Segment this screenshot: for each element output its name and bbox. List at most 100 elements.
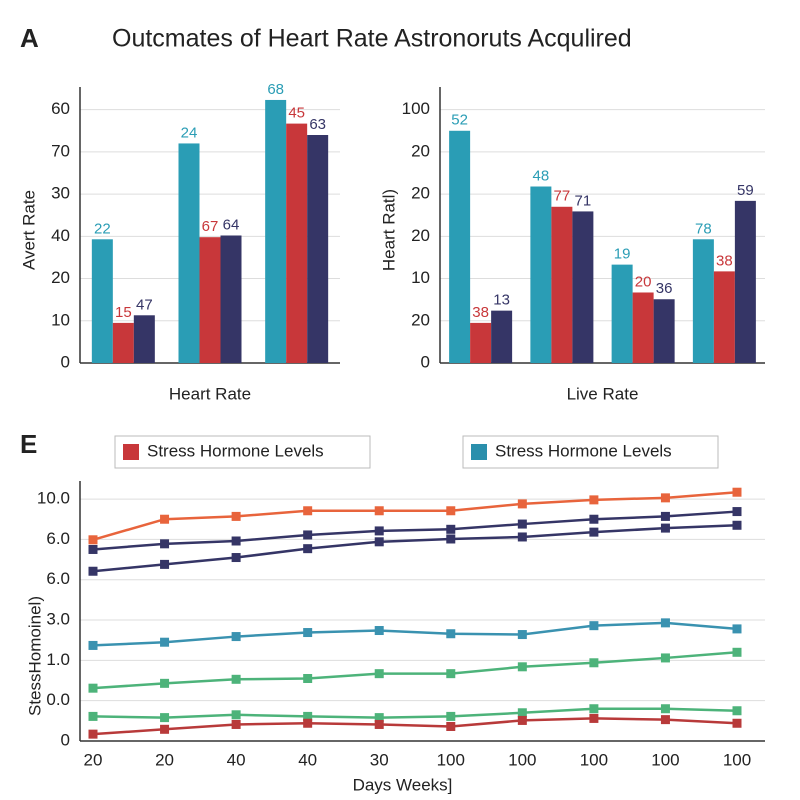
marker — [517, 519, 527, 529]
marker — [446, 629, 456, 639]
marker — [446, 711, 456, 721]
bar — [449, 130, 471, 363]
y-tick-label: 6.0 — [46, 529, 70, 548]
x-axis-title: Heart Rate — [169, 384, 251, 403]
y-axis-title: Avert Rate — [19, 190, 38, 270]
marker — [660, 618, 670, 628]
marker — [303, 628, 313, 638]
y-tick-label: 20 — [411, 310, 430, 329]
line — [92, 707, 738, 719]
line — [92, 490, 738, 541]
legend-box — [114, 435, 371, 469]
y-tick-label: 100 — [402, 99, 430, 118]
marker — [589, 514, 599, 524]
y-tick-label: 10.0 — [37, 489, 70, 508]
marker — [231, 511, 241, 521]
y-tick-label: 10 — [411, 268, 430, 287]
x-axis-title: Live Rate — [567, 384, 639, 403]
marker — [303, 711, 313, 721]
marker — [160, 637, 170, 647]
marker — [517, 499, 527, 509]
marker — [303, 544, 313, 554]
marker — [374, 719, 384, 729]
panel-label: E — [20, 429, 37, 459]
marker — [303, 718, 313, 728]
marker — [374, 506, 384, 516]
marker — [660, 493, 670, 503]
bar-label: 24 — [181, 124, 198, 141]
marker — [88, 711, 98, 721]
marker — [374, 626, 384, 636]
marker — [88, 729, 98, 739]
bar — [611, 264, 633, 363]
marker — [732, 647, 742, 657]
bar — [551, 206, 573, 363]
bar — [178, 143, 200, 363]
y-tick-label: 30 — [51, 184, 70, 203]
marker — [660, 653, 670, 663]
marker — [660, 715, 670, 725]
bar — [91, 239, 113, 363]
bar — [307, 135, 329, 363]
marker — [517, 662, 527, 672]
y-tick-label: 6.0 — [46, 569, 70, 588]
x-tick-label: 30 — [370, 750, 389, 769]
marker — [160, 678, 170, 688]
marker — [732, 706, 742, 716]
marker — [88, 535, 98, 545]
bar — [530, 186, 552, 363]
bar-label: 48 — [533, 167, 550, 184]
bar — [286, 123, 308, 363]
y-axis-title: StessHomoinel) — [25, 596, 44, 716]
marker — [589, 704, 599, 714]
y-tick-label: 0.0 — [46, 690, 70, 709]
y-tick-label: 10 — [51, 310, 70, 329]
marker — [517, 532, 527, 542]
y-tick-label: 3.0 — [46, 610, 70, 629]
y-tick-label: 0 — [421, 352, 430, 371]
marker — [231, 536, 241, 546]
marker — [231, 632, 241, 642]
line — [92, 524, 738, 573]
x-axis-title: Days Weeks] — [353, 775, 453, 794]
marker — [589, 713, 599, 723]
marker — [160, 559, 170, 569]
y-tick-label: 70 — [51, 141, 70, 160]
panel-label: A — [20, 23, 39, 53]
marker — [660, 704, 670, 714]
bar-label: 78 — [695, 220, 712, 237]
marker — [374, 526, 384, 536]
marker — [88, 566, 98, 576]
marker — [732, 624, 742, 634]
bar — [692, 239, 714, 363]
bar — [491, 310, 513, 363]
bar — [632, 292, 654, 363]
marker — [446, 524, 456, 534]
bar-label: 47 — [136, 296, 153, 313]
bar-label: 22 — [94, 220, 111, 237]
bar-label: 38 — [716, 252, 733, 269]
chart-title: Outcmates of Heart Rate Astronoruts Acqu… — [112, 25, 632, 53]
y-tick-label: 20 — [411, 226, 430, 245]
line — [92, 717, 738, 736]
x-tick-label: 100 — [580, 750, 608, 769]
marker — [160, 724, 170, 734]
marker — [589, 527, 599, 537]
y-tick-label: 20 — [51, 268, 70, 287]
marker — [374, 537, 384, 547]
bar-label: 13 — [493, 292, 510, 309]
x-tick-label: 100 — [508, 750, 536, 769]
x-tick-label: 100 — [651, 750, 679, 769]
marker — [231, 674, 241, 684]
marker — [732, 507, 742, 517]
marker — [231, 710, 241, 720]
x-tick-label: 100 — [723, 750, 751, 769]
marker — [446, 669, 456, 679]
bar-label: 63 — [309, 116, 326, 133]
bar — [112, 322, 134, 363]
marker — [589, 495, 599, 505]
marker — [517, 630, 527, 640]
marker — [446, 534, 456, 544]
marker — [732, 487, 742, 497]
